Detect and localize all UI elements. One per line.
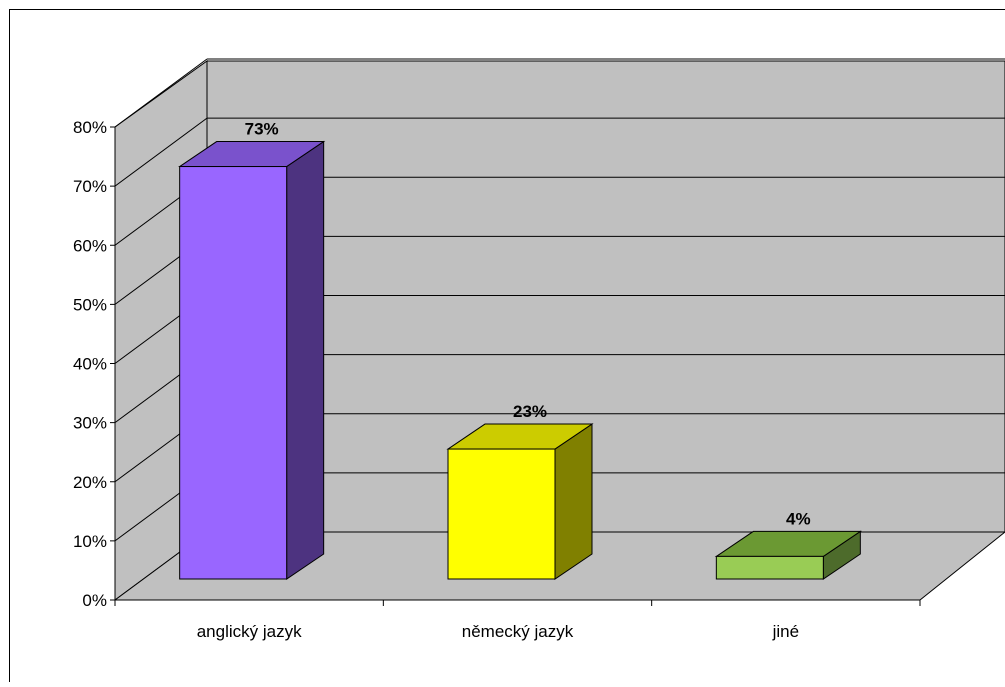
y-tick-label: 30% — [73, 414, 107, 433]
data-label: 4% — [786, 509, 811, 528]
bar-side — [287, 142, 324, 579]
y-tick-label: 70% — [73, 177, 107, 196]
y-tick-label: 10% — [73, 532, 107, 551]
data-label: 23% — [513, 402, 547, 421]
y-tick-label: 0% — [82, 591, 107, 610]
bar-side — [555, 424, 592, 579]
x-tick-label: německý jazyk — [462, 622, 574, 641]
bar-front — [448, 449, 555, 579]
bar-front — [180, 167, 287, 579]
y-tick-label: 80% — [73, 118, 107, 137]
x-tick-label: anglický jazyk — [197, 622, 302, 641]
bar-front — [716, 556, 823, 579]
y-tick-label: 40% — [73, 355, 107, 374]
back-wall — [207, 61, 1005, 532]
x-tick-label: jiné — [772, 622, 799, 641]
bar: 73% — [180, 120, 324, 579]
data-label: 73% — [245, 120, 279, 139]
y-tick-label: 50% — [73, 295, 107, 314]
y-tick-label: 20% — [73, 473, 107, 492]
y-tick-label: 60% — [73, 236, 107, 255]
